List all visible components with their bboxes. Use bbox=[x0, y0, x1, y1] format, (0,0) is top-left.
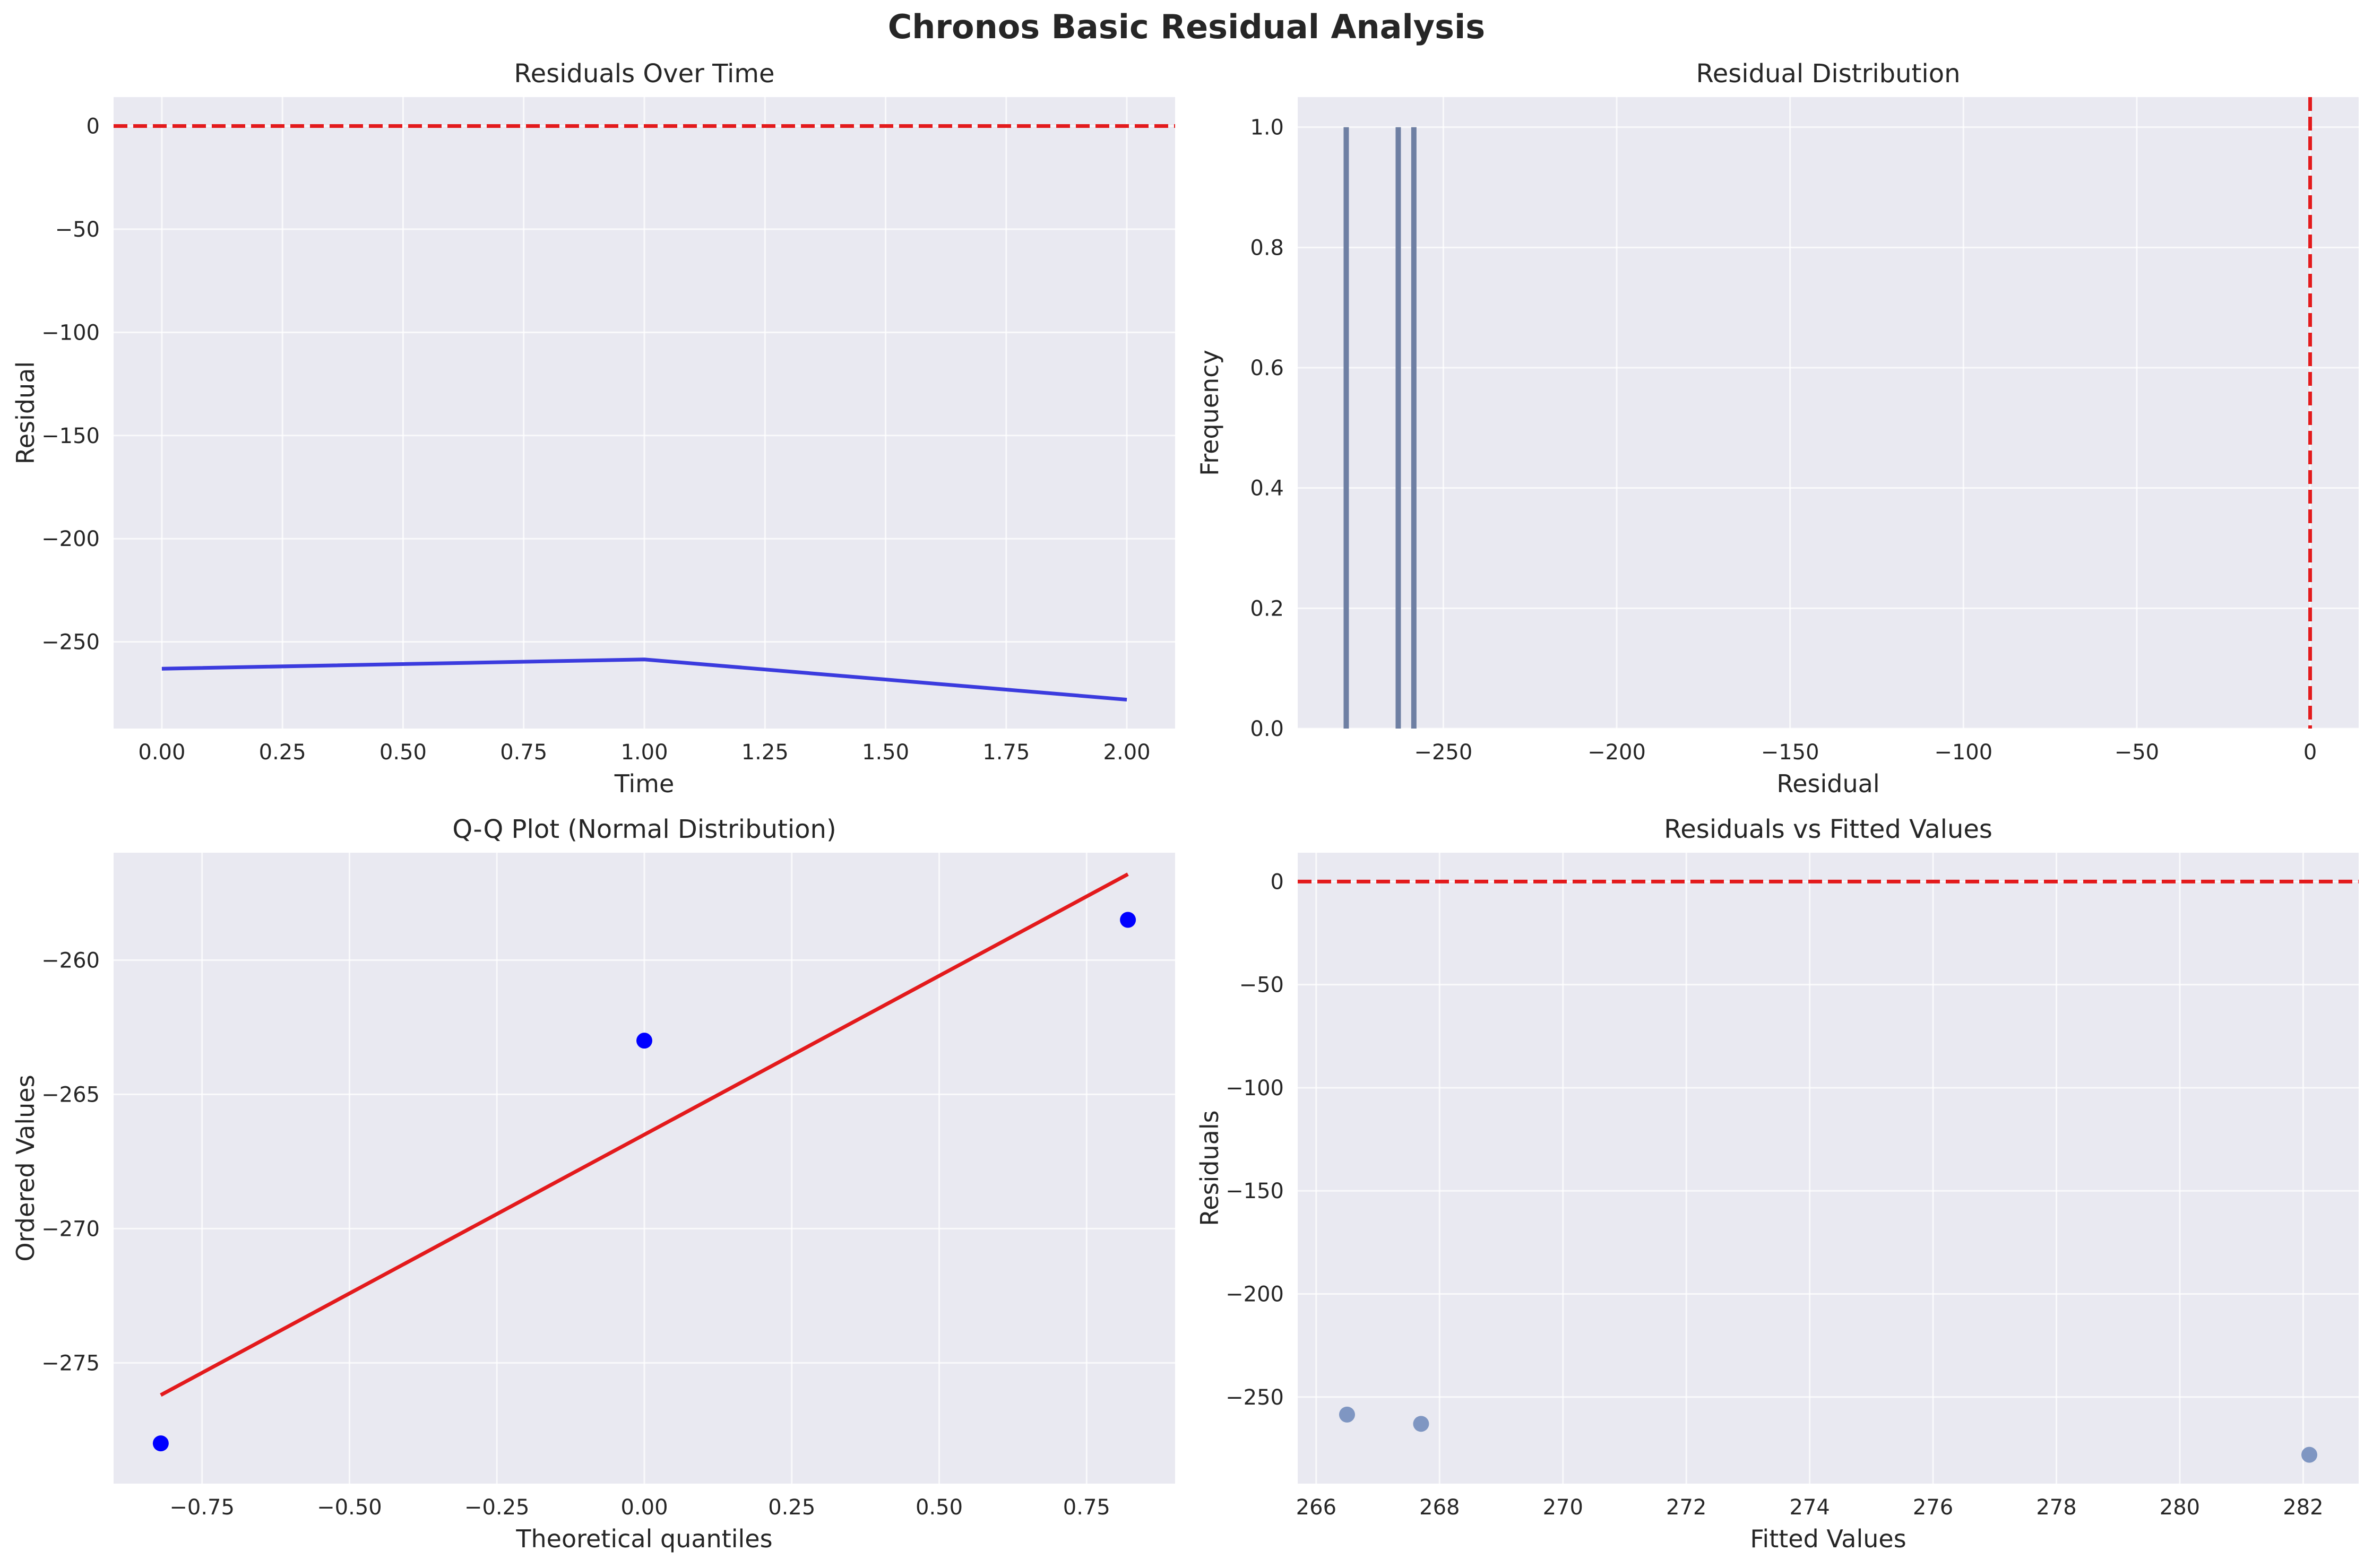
x-tick-label: −0.75 bbox=[169, 1495, 235, 1520]
figure-title: Chronos Basic Residual Analysis bbox=[887, 7, 1486, 46]
x-tick-label: −200 bbox=[1587, 740, 1646, 765]
plot-area bbox=[1298, 97, 2359, 729]
x-tick-label: −50 bbox=[2115, 740, 2159, 765]
x-axis-label: Time bbox=[614, 769, 675, 798]
y-tick-label: −275 bbox=[41, 1351, 100, 1375]
x-tick-label: 0.50 bbox=[379, 740, 427, 765]
y-tick-label: 0.6 bbox=[1250, 356, 1284, 380]
y-tick-label: −265 bbox=[41, 1082, 100, 1107]
panel-qq_plot: −0.75 −0.50 −0.25 0.00 0.25 0.50 0.75 −260 −265 −… bbox=[11, 815, 1175, 1553]
y-tick-label: 0 bbox=[87, 114, 100, 138]
y-axis-label: Residuals bbox=[1195, 1110, 1224, 1226]
panel-residuals_over_time: 0.00 0.25 0.50 0.75 1.00 1.25 1.50 1.75 2.00 0 −50… bbox=[11, 59, 1175, 798]
y-tick-label: 1.0 bbox=[1250, 116, 1284, 140]
panel-residual_distribution: −250 −200 −150 −100 −50 0 0.0 0.2 0.4 0.6 0.8 1.0 Re… bbox=[1195, 59, 2359, 798]
x-tick-label: 282 bbox=[2283, 1495, 2323, 1520]
x-tick-label: −150 bbox=[1761, 740, 1819, 765]
x-tick-label: 278 bbox=[2036, 1495, 2076, 1520]
y-axis-label: Residual bbox=[11, 361, 40, 464]
x-tick-label: 280 bbox=[2160, 1495, 2200, 1520]
x-tick-label: −0.25 bbox=[464, 1495, 530, 1520]
fit-line bbox=[160, 872, 1129, 1397]
x-tick-label: −250 bbox=[1414, 740, 1472, 765]
y-tick-label: −150 bbox=[1226, 1179, 1284, 1203]
y-tick-label: −100 bbox=[41, 320, 100, 345]
x-tick-label: 2.00 bbox=[1103, 740, 1151, 765]
x-tick-label: 1.00 bbox=[620, 740, 668, 765]
x-tick-label: 272 bbox=[1666, 1495, 1706, 1520]
x-tick-label: 1.75 bbox=[982, 740, 1030, 765]
x-tick-label: 1.25 bbox=[741, 740, 789, 765]
histogram-bar bbox=[1395, 127, 1401, 729]
y-tick-label: 0.4 bbox=[1250, 477, 1284, 501]
y-tick-label: −250 bbox=[1226, 1385, 1284, 1410]
x-tick-label: 0.75 bbox=[1063, 1495, 1110, 1520]
x-tick-label: 268 bbox=[1419, 1495, 1460, 1520]
x-tick-label: 1.50 bbox=[862, 740, 909, 765]
y-tick-label: −270 bbox=[41, 1217, 100, 1241]
histogram-bar bbox=[1411, 127, 1417, 729]
y-tick-label: 0 bbox=[1271, 870, 1284, 894]
y-tick-label: −100 bbox=[1226, 1076, 1284, 1101]
y-tick-label: 0.0 bbox=[1250, 717, 1284, 741]
y-tick-label: −150 bbox=[41, 424, 100, 448]
x-tick-label: 266 bbox=[1296, 1495, 1336, 1520]
y-tick-label: 0.2 bbox=[1250, 596, 1284, 621]
y-tick-label: −50 bbox=[55, 218, 100, 242]
x-tick-label: 0 bbox=[2303, 740, 2317, 765]
x-tick-label: −0.50 bbox=[317, 1495, 382, 1520]
y-tick-label: −200 bbox=[41, 527, 100, 551]
panel-title: Q-Q Plot (Normal Distribution) bbox=[452, 815, 836, 844]
x-axis-label: Fitted Values bbox=[1750, 1524, 1906, 1553]
x-tick-label: 274 bbox=[1789, 1495, 1830, 1520]
plot-area bbox=[1298, 853, 2359, 1484]
y-axis-label: Ordered Values bbox=[11, 1075, 40, 1261]
x-tick-label: 0.00 bbox=[620, 1495, 668, 1520]
x-tick-label: 0.25 bbox=[768, 1495, 815, 1520]
data-point bbox=[1413, 1416, 1429, 1432]
x-tick-label: −100 bbox=[1934, 740, 1992, 765]
panel-title: Residuals Over Time bbox=[514, 59, 774, 89]
y-tick-label: −250 bbox=[41, 630, 100, 655]
histogram-bar bbox=[1343, 127, 1349, 729]
x-tick-label: 0.75 bbox=[500, 740, 547, 765]
x-tick-label: 276 bbox=[1913, 1495, 1953, 1520]
series-line bbox=[161, 657, 1127, 702]
y-tick-label: −50 bbox=[1239, 973, 1284, 998]
x-tick-label: 270 bbox=[1543, 1495, 1583, 1520]
data-point bbox=[152, 1435, 169, 1452]
panel-title: Residuals vs Fitted Values bbox=[1664, 815, 1992, 844]
y-axis-label: Frequency bbox=[1195, 350, 1224, 476]
x-axis-label: Residual bbox=[1776, 769, 1879, 798]
y-tick-label: −200 bbox=[1226, 1283, 1284, 1307]
data-point bbox=[1120, 912, 1136, 928]
y-tick-label: 0.8 bbox=[1250, 236, 1284, 260]
y-tick-label: −260 bbox=[41, 948, 100, 973]
x-tick-label: 0.00 bbox=[138, 740, 185, 765]
x-tick-label: 0.25 bbox=[259, 740, 306, 765]
x-tick-label: 0.50 bbox=[916, 1495, 963, 1520]
data-point bbox=[1339, 1406, 1355, 1423]
panel-title: Residual Distribution bbox=[1696, 59, 1961, 89]
x-axis-label: Theoretical quantiles bbox=[515, 1524, 772, 1553]
panel-residuals_vs_fitted: 266 268 270 272 274 276 278 280 282 0 −50 −100 −150 −… bbox=[1195, 815, 2359, 1553]
data-point bbox=[636, 1033, 652, 1049]
data-point bbox=[2301, 1446, 2318, 1463]
